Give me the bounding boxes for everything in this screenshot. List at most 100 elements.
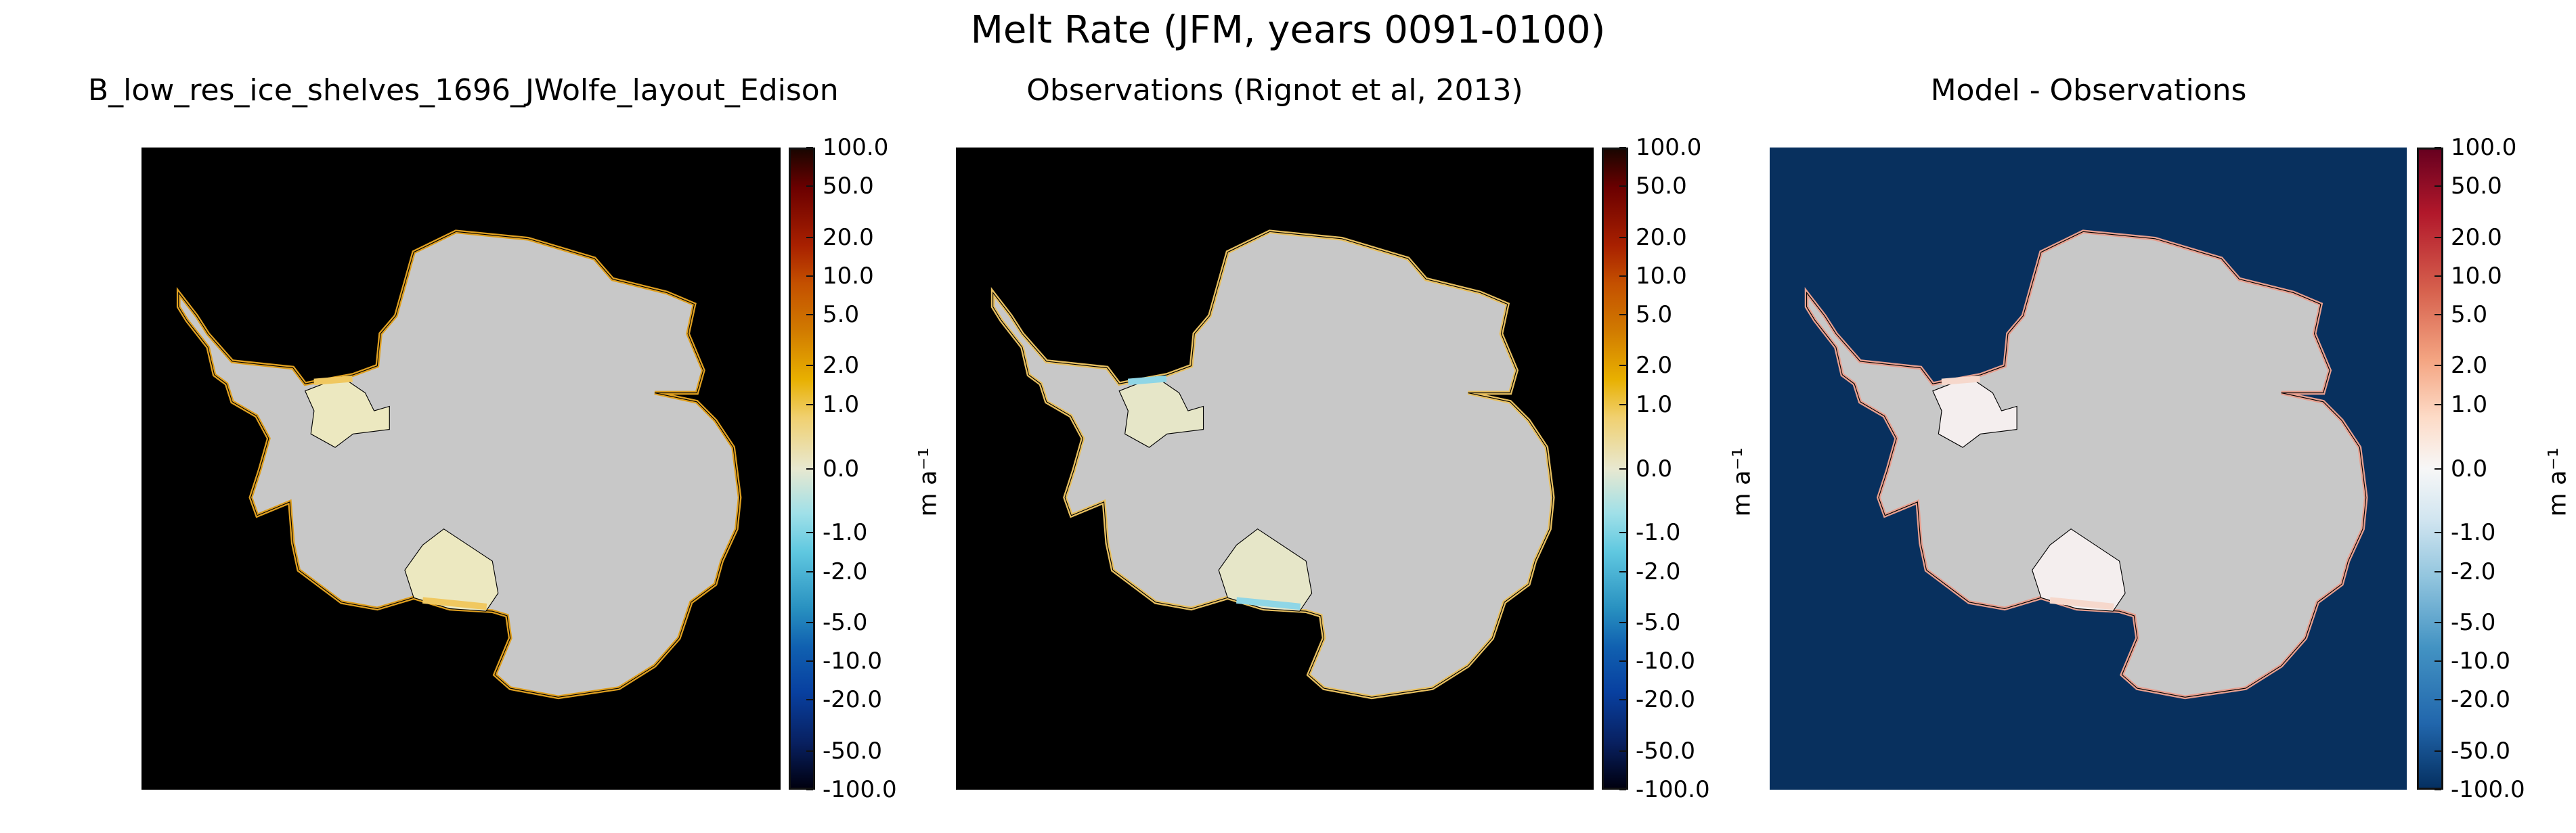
colorbar-tick-mark [1619,185,1626,187]
coastline [992,231,1554,698]
colorbar-tick-label: 100.0 [823,134,889,161]
colorbar-tick-mark [806,532,813,534]
colorbar-tick-label: 100.0 [2451,134,2517,161]
colorbar-tick-label: -10.0 [823,648,882,675]
ross-shelf-front-melt [422,597,487,610]
colorbar-tick-mark [806,147,813,148]
colorbar-tick-label: 1.0 [823,390,860,418]
panel-1-title: B_low_res_ice_shelves_1696_JWolfe_layout… [88,73,839,108]
colorbar-tick-mark [2435,275,2441,277]
colorbar-tick-mark [1619,313,1626,315]
colorbar-tick-mark [806,468,813,470]
antarctica-map [1770,148,2407,790]
colorbar-tick-mark [1619,622,1626,624]
colorbar-tick-mark [806,750,813,752]
colorbar-tick-label: 0.0 [1636,455,1673,482]
panel-2-colorbar-label: m a⁻¹ [1728,447,1756,517]
colorbar-tick-label: 1.0 [1636,390,1673,418]
colorbar-tick-mark [2435,185,2441,187]
colorbar-tick-label: 10.0 [2451,262,2502,290]
colorbar-tick-mark [1619,570,1626,572]
antarctica-map [956,148,1594,790]
colorbar-tick-mark [2435,789,2441,790]
colorbar-tick-label: 0.0 [2451,455,2488,482]
coastline [1806,231,2367,698]
panel-3-colorbar [2417,147,2443,790]
panel-1-colorbar-label: m a⁻¹ [914,447,942,517]
figure-title: Melt Rate (JFM, years 0091-0100) [970,8,1606,52]
ross-shelf-front-melt [1236,597,1301,610]
colorbar-tick-label: -50.0 [2451,737,2510,765]
colorbar-tick-label: 10.0 [823,262,874,290]
colorbar-tick-mark [1619,365,1626,367]
colorbar-tick-mark [2435,699,2441,701]
colorbar-tick-label: -1.0 [2451,519,2496,547]
colorbar-tick-label: 1.0 [2451,390,2488,418]
ronne-shelf-front-melt [1127,375,1167,386]
colorbar-tick-label: -20.0 [823,686,882,714]
ronne-filchner-ice-shelf [1932,376,2017,448]
ronne-filchner-ice-shelf [1118,376,1204,448]
colorbar-tick-label: 50.0 [1636,173,1687,200]
colorbar-tick-label: -1.0 [823,519,868,547]
panel-3-colorbar-label: m a⁻¹ [2544,447,2572,517]
colorbar-tick-label: -100.0 [823,776,897,803]
colorbar-tick-mark [806,313,813,315]
colorbar-tick-mark [806,236,813,238]
colorbar-tick-label: 100.0 [1636,134,1702,161]
ross-ice-shelf [1218,528,1313,612]
panel-2-title: Observations (Rignot et al, 2013) [1026,73,1523,108]
colorbar-tick-label: 2.0 [2451,352,2488,380]
colorbar-tick-mark [2435,365,2441,367]
panel-1-colorbar [789,147,815,790]
colorbar-tick-label: -5.0 [823,609,868,637]
panel-2-map [956,148,1594,790]
colorbar-tick-label: -100.0 [2451,776,2525,803]
colorbar-tick-label: -5.0 [1636,609,1681,637]
colorbar-tick-label: 20.0 [1636,223,1687,251]
colorbar-tick-mark [1619,275,1626,277]
coastline [178,231,741,698]
colorbar-tick-mark [1619,750,1626,752]
colorbar-tick-label: 20.0 [823,223,874,251]
colorbar-tick-mark [2435,660,2441,662]
colorbar-tick-mark [806,403,813,405]
colorbar-tick-mark [806,660,813,662]
colorbar-tick-label: -1.0 [1636,519,1681,547]
colorbar-tick-label: 5.0 [823,300,860,328]
colorbar-tick-mark [1619,660,1626,662]
colorbar-tick-label: 20.0 [2451,223,2502,251]
colorbar-tick-mark [2435,236,2441,238]
colorbar-tick-mark [2435,468,2441,470]
colorbar-tick-label: 0.0 [823,455,860,482]
colorbar-tick-label: -20.0 [1636,686,1695,714]
colorbar-tick-mark [2435,403,2441,405]
colorbar-tick-mark [806,699,813,701]
colorbar-tick-label: -5.0 [2451,609,2496,637]
colorbar-tick-label: -10.0 [2451,648,2510,675]
ross-ice-shelf [2032,528,2126,612]
colorbar-tick-mark [806,185,813,187]
colorbar-tick-mark [2435,147,2441,148]
colorbar-tick-mark [806,365,813,367]
colorbar-tick-mark [1619,468,1626,470]
colorbar-tick-label: -50.0 [1636,737,1695,765]
colorbar-tick-mark [806,275,813,277]
colorbar-tick-label: 2.0 [1636,352,1673,380]
colorbar-tick-label: -10.0 [1636,648,1695,675]
colorbar-tick-mark [1619,789,1626,790]
colorbar-tick-mark [1619,403,1626,405]
ross-shelf-front-melt [2049,597,2114,610]
ronne-shelf-front-melt [1941,375,1980,386]
colorbar-tick-mark [1619,236,1626,238]
colorbar-tick-label: -2.0 [1636,558,1681,585]
colorbar-tick-mark [2435,570,2441,572]
colorbar-tick-mark [2435,750,2441,752]
colorbar-tick-label: -2.0 [823,558,868,585]
panel-3-title: Model - Observations [1930,73,2247,108]
ross-ice-shelf [404,528,499,612]
ronne-shelf-front-melt [313,375,353,386]
antarctica-map [141,148,781,790]
colorbar-tick-mark [2435,532,2441,534]
colorbar-tick-mark [1619,699,1626,701]
